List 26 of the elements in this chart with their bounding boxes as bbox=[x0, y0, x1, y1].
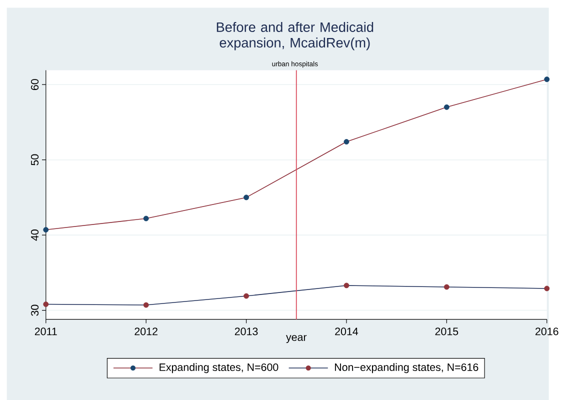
legend-label: Expanding states, N=600 bbox=[160, 362, 278, 373]
x-tick-label: 2012 bbox=[134, 327, 158, 336]
point bbox=[444, 284, 450, 290]
x-tick-label: 2013 bbox=[234, 327, 258, 336]
point bbox=[244, 293, 250, 299]
point bbox=[544, 76, 550, 82]
point bbox=[43, 226, 49, 232]
x-tick-label: 2011 bbox=[34, 327, 57, 336]
x-axis-title: year bbox=[286, 334, 307, 343]
point bbox=[244, 194, 250, 200]
point bbox=[544, 286, 550, 292]
x-tick-label: 2016 bbox=[535, 327, 558, 336]
y-tick-label: 50 bbox=[30, 154, 39, 166]
point bbox=[43, 301, 49, 307]
point bbox=[444, 104, 450, 110]
legend-label: Non−expanding states, N=616 bbox=[335, 362, 478, 373]
x-tick-label: 2014 bbox=[335, 327, 358, 336]
point bbox=[344, 138, 350, 144]
chart-title: Before and after Medicaid expansion, McaidRev(m) bbox=[216, 22, 374, 50]
y-tick-label: 40 bbox=[30, 229, 39, 241]
y-tick-label: 30 bbox=[30, 304, 39, 316]
x-tick-label: 2015 bbox=[435, 327, 458, 336]
point bbox=[143, 216, 149, 222]
point bbox=[143, 302, 149, 308]
y-tick-label: 60 bbox=[30, 78, 39, 90]
point bbox=[344, 282, 350, 288]
